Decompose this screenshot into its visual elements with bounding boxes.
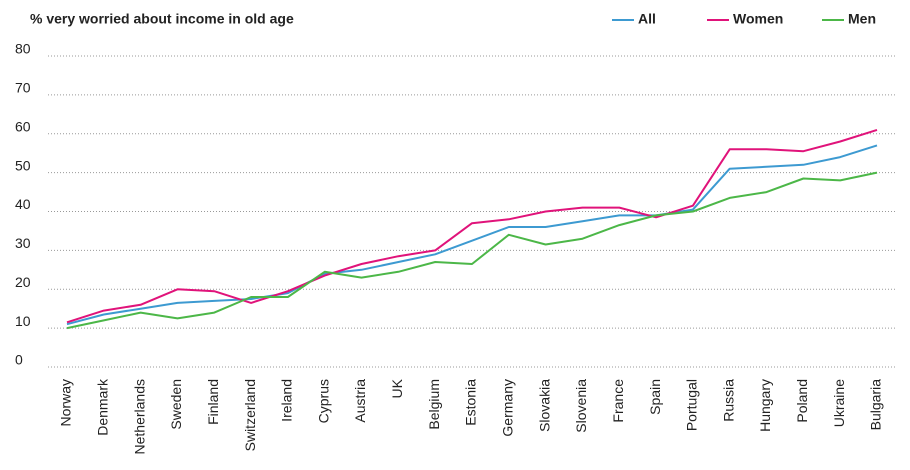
x-tick-label: Switzerland (242, 379, 258, 451)
line-series (66, 144, 878, 326)
y-tick-label: 70 (15, 80, 31, 96)
x-tick-label: Poland (794, 379, 810, 423)
x-tick-label: Cyprus (315, 379, 331, 423)
x-tick-label: Bulgaria (868, 379, 884, 431)
y-tick-label: 10 (15, 313, 31, 329)
legend-label: Women (733, 11, 783, 27)
x-tick-label: Spain (647, 379, 663, 415)
x-tick-label: Austria (352, 379, 368, 423)
y-tick-label: 30 (15, 235, 31, 251)
y-tick-label: 0 (15, 352, 23, 368)
line-series (66, 171, 878, 330)
x-tick-label: Russia (720, 379, 736, 422)
x-tick-label: Estonia (463, 379, 479, 426)
legend-label: Men (848, 11, 876, 27)
x-tick-label: France (610, 379, 626, 423)
y-tick-label: 50 (15, 157, 31, 173)
x-tick-label: Portugal (684, 379, 700, 431)
x-tick-label: Finland (205, 379, 221, 425)
x-tick-label: Denmark (95, 378, 111, 436)
y-tick-label: 80 (15, 41, 31, 57)
chart-title: % very worried about income in old age (30, 11, 294, 27)
x-tick-label: Germany (500, 379, 516, 437)
x-tick-label: Ireland (279, 379, 295, 422)
x-tick-label: Slovenia (573, 379, 589, 433)
x-tick-label: UK (389, 378, 405, 398)
x-tick-label: Netherlands (131, 379, 147, 455)
y-tick-label: 20 (15, 274, 31, 290)
x-tick-label: Belgium (426, 379, 442, 430)
x-tick-label: Hungary (757, 379, 773, 432)
x-tick-label: Norway (58, 379, 74, 426)
x-tick-label: Ukraine (831, 379, 847, 427)
y-tick-label: 60 (15, 118, 31, 134)
x-tick-label: Slovakia (536, 379, 552, 432)
line-series (66, 128, 878, 324)
y-tick-label: 40 (15, 196, 31, 212)
x-tick-label: Sweden (168, 379, 184, 430)
legend-label: All (638, 11, 656, 27)
